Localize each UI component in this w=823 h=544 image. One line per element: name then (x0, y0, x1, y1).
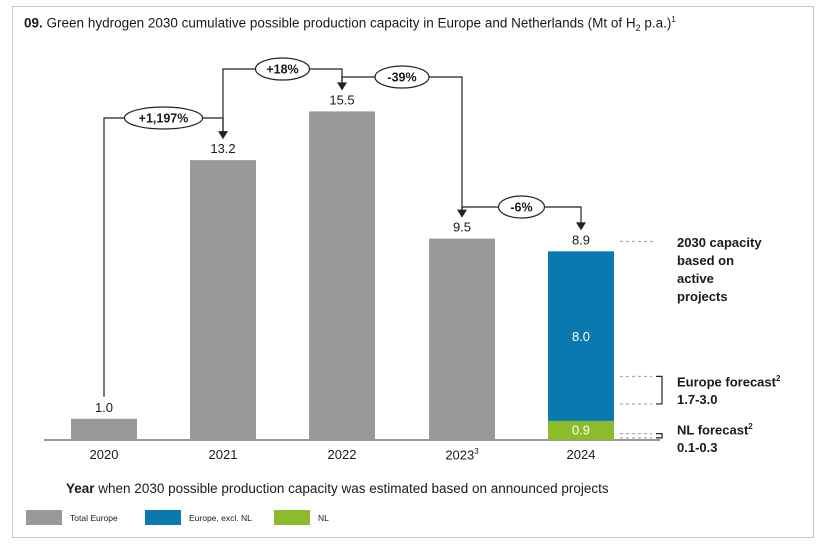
legend-label-europe-excl-nl: Europe, excl. NL (189, 512, 252, 523)
data-label-2022: 15.5 (329, 92, 354, 107)
x-tick-2024: 2024 (566, 447, 596, 462)
change-connector-2020-2021: +1,197% (103, 106, 228, 397)
legend-item-nl: NL (274, 510, 329, 525)
x-tick-2020: 2020 (89, 447, 119, 462)
europe-forecast-footnote: 2 (775, 374, 781, 383)
data-label-2020: 1.0 (95, 400, 113, 415)
change-arrow-head (576, 222, 586, 231)
segment-label-nl: 0.9 (572, 422, 590, 437)
europe-forecast-bracket (656, 375, 663, 405)
x-axis-caption-bold: Year (66, 481, 95, 496)
bar-nl-2024 (548, 420, 614, 440)
legend-item-total-europe: Total Europe (26, 510, 118, 525)
chart-frame (12, 6, 814, 538)
x-tick-2023-footnote: 3 (474, 447, 479, 456)
title-subscript: 2 (635, 23, 641, 34)
x-axis-caption: Year when 2030 possible production capac… (66, 481, 609, 496)
change-connector-2021-2022: +18% (222, 57, 347, 139)
data-label-2023: 9.5 (453, 220, 471, 235)
capacity-note: 2030 capacity based on active projects (677, 234, 762, 306)
europe-forecast-range: 1.7-3.0 (677, 392, 718, 408)
title-text: Green hydrogen 2030 cumulative possible … (46, 15, 636, 31)
legend-label-total-europe: Total Europe (70, 512, 118, 523)
change-label-2021-2022: +18% (266, 63, 298, 77)
segment-label-europe-excl-nl: 8.0 (572, 329, 590, 344)
bar-europe-excl-nl-2024 (548, 251, 614, 421)
x-tick-2021: 2021 (208, 447, 238, 462)
nl-forecast-label: NL forecast (677, 422, 749, 438)
x-axis-caption-text: when 2030 possible production capacity w… (94, 481, 609, 496)
change-connector-2022-2023: -39% (341, 65, 467, 218)
bar-total-europe-2023 (429, 238, 495, 440)
bar-total-europe-2020 (71, 418, 137, 440)
title-number: 09. (24, 15, 43, 31)
nl-forecast-bracket (656, 433, 663, 439)
change-label-2020-2021: +1,197% (139, 112, 189, 126)
change-label-2023-2024: -6% (510, 201, 532, 215)
change-label-oval (497, 195, 546, 219)
nl-forecast-note: NL forecast2 0.1-0.3 (677, 418, 753, 457)
data-label-2021: 13.2 (210, 141, 235, 156)
legend-swatch-total-europe (26, 510, 62, 525)
title-footnote: 1 (671, 15, 676, 24)
capacity-note-line-1: 2030 capacity (677, 235, 762, 250)
nl-forecast-footnote: 2 (748, 422, 753, 431)
capacity-note-line-3: active (677, 271, 714, 286)
change-label-oval (254, 57, 311, 81)
nl-forecast-range: 0.1-0.3 (677, 440, 718, 456)
change-connector-2023-2024: -6% (461, 195, 586, 231)
x-tick-2022: 2022 (327, 447, 357, 462)
chart-title: 09. Green hydrogen 2030 cumulative possi… (24, 15, 676, 33)
bar-total-europe-2022 (309, 111, 375, 441)
capacity-note-line-2: based on (677, 253, 735, 268)
title-unit: p.a.) (640, 15, 672, 31)
change-label-2022-2023: -39% (387, 71, 416, 85)
legend-item-europe-excl-nl: Europe, excl. NL (145, 510, 252, 525)
change-label-oval (123, 106, 204, 130)
change-label-oval (374, 65, 430, 89)
europe-forecast-note: Europe forecast2 1.7-3.0 (677, 370, 780, 409)
europe-forecast-label: Europe forecast (677, 374, 776, 390)
legend-swatch-nl (274, 510, 310, 525)
bar-total-europe-2021 (190, 160, 256, 440)
data-label-2024: 8.9 (572, 232, 590, 247)
legend-label-nl: NL (318, 512, 329, 523)
capacity-note-line-4: projects (677, 289, 728, 304)
legend-swatch-europe-excl-nl (145, 510, 181, 525)
x-tick-2023: 20233 (445, 447, 479, 463)
